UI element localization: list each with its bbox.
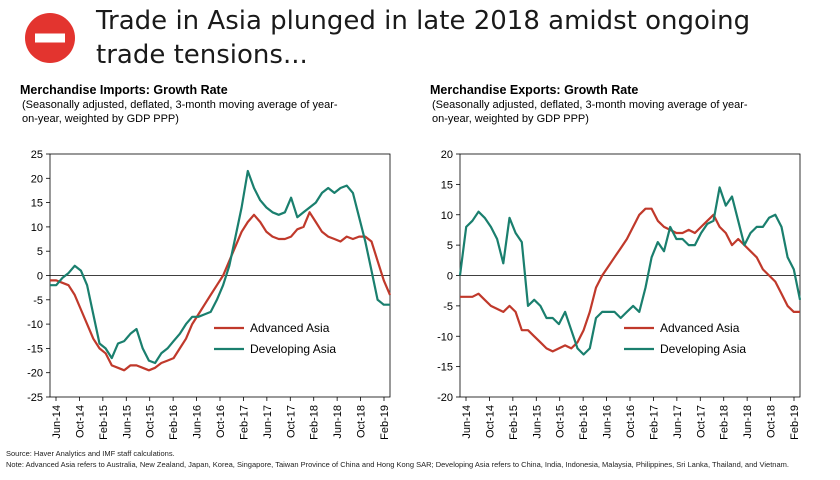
y-tick-label: 15 [31,198,43,210]
y-tick-label: 25 [31,149,43,161]
y-tick-label: -5 [33,295,43,307]
y-tick-label: 0 [37,271,43,283]
chart-subtitle: (Seasonally adjusted, deflated, 3-month … [22,99,338,125]
x-tick-label: Oct-16 [625,405,637,438]
x-tick-label: Jun-15 [531,405,543,439]
x-tick-label: Oct-14 [74,405,86,438]
exports-chart: -20 -15 -10 -5 0 5 10 15 20 Jun-14 Oct-14 Feb-15 Jun… [437,149,802,440]
chart-title: Merchandise Exports: Growth Rate [430,83,639,97]
y-tick-label: -25 [27,392,43,404]
footer: Source: Haver Analytics and IMF staff ca… [6,448,836,470]
x-tick-label: Jun-18 [332,405,344,439]
y-tick-label: -10 [27,319,43,331]
y-tick-label: 20 [31,173,43,185]
imports-chart: -25 -20 -15 -10 -5 0 5 10 15 20 25 Jun-14 Oct-14 Feb-… [27,149,392,440]
y-tick-label: -15 [27,343,43,355]
legend-label: Developing Asia [250,342,336,356]
x-tick-label: Feb-16 [578,405,590,440]
x-tick-label: Oct-18 [356,405,368,438]
x-tick-label: Jun-17 [262,405,274,439]
x-tick-label: Jun-14 [461,405,473,439]
chart-title: Merchandise Imports: Growth Rate [20,83,228,97]
y-tick-label: -20 [437,392,453,404]
x-tick-label: Oct-14 [484,405,496,438]
x-tick-label: Oct-18 [766,405,778,438]
y-tick-label: 0 [447,271,453,283]
x-tick-label: Feb-19 [379,405,391,440]
series-line-developing-asia [458,186,802,356]
x-tick-label: Feb-18 [719,405,731,440]
footnote: Note: Advanced Asia refers to Australia,… [6,460,789,469]
legend-label: Advanced Asia [250,321,330,335]
x-tick-label: Jun-16 [602,405,614,439]
x-tick-label: Feb-18 [309,405,321,440]
y-tick-label: -10 [437,331,453,343]
x-tick-label: Feb-16 [168,405,180,440]
y-tick-label: -20 [27,368,43,380]
x-tick-label: Feb-19 [789,405,801,440]
source-note: Source: Haver Analytics and IMF staff ca… [6,449,175,458]
header: Trade in Asia plunged in late 2018 amids… [0,0,840,72]
legend-label: Advanced Asia [660,321,740,335]
y-tick-label: 5 [37,246,43,258]
x-tick-label: Oct-15 [555,405,567,438]
legend-label: Developing Asia [660,342,746,356]
x-tick-label: Feb-17 [648,405,660,440]
x-tick-label: Oct-15 [145,405,157,438]
series-line-advanced-asia [460,207,800,353]
x-tick-label: Jun-16 [192,405,204,439]
x-tick-label: Jun-14 [51,405,63,439]
imports-chart-panel: Merchandise Imports: Growth Rate (Season… [18,82,418,440]
y-tick-label: 20 [441,149,453,161]
y-tick-label: 15 [441,179,453,191]
no-entry-icon [25,13,75,63]
y-tick-label: 5 [447,240,453,252]
series-line-advanced-asia [50,211,392,372]
chart-subtitle: (Seasonally adjusted, deflated, 3-month … [432,99,748,125]
x-tick-label: Feb-17 [238,405,250,440]
x-tick-label: Feb-15 [508,405,520,440]
page-title: Trade in Asia plunged in late 2018 amids… [96,6,751,70]
x-tick-label: Oct-16 [215,405,227,438]
y-tick-label: 10 [31,222,43,234]
exports-chart-panel: Merchandise Exports: Growth Rate (Season… [428,82,828,440]
x-tick-label: Jun-18 [742,405,754,439]
x-tick-label: Oct-17 [285,405,297,438]
x-tick-label: Jun-15 [121,405,133,439]
y-tick-label: -15 [437,362,453,374]
y-tick-label: -5 [443,301,453,313]
series-line-developing-asia [50,169,390,365]
x-tick-label: Feb-15 [98,405,110,440]
x-tick-label: Oct-17 [695,405,707,438]
y-tick-label: 10 [441,210,453,222]
x-tick-label: Jun-17 [672,405,684,439]
